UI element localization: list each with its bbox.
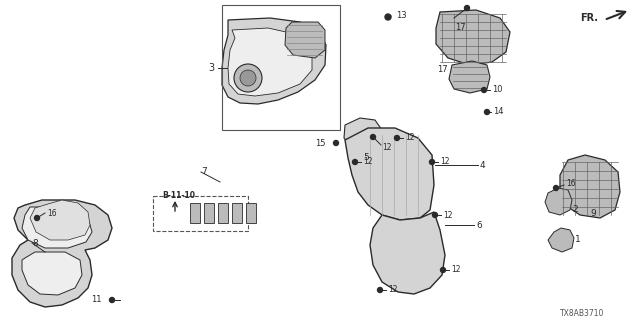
Bar bbox=[222, 5, 340, 130]
Text: 12: 12 bbox=[443, 211, 452, 220]
Text: 12: 12 bbox=[451, 266, 461, 275]
Text: 13: 13 bbox=[396, 12, 406, 20]
Polygon shape bbox=[22, 207, 92, 248]
Circle shape bbox=[378, 287, 383, 292]
Text: 12: 12 bbox=[405, 133, 415, 142]
Polygon shape bbox=[22, 252, 82, 295]
Text: 16: 16 bbox=[47, 209, 56, 218]
Text: 1: 1 bbox=[575, 236, 580, 244]
Text: 4: 4 bbox=[480, 161, 486, 170]
Polygon shape bbox=[449, 61, 490, 93]
Circle shape bbox=[554, 186, 559, 190]
Text: FR.: FR. bbox=[580, 13, 598, 23]
Circle shape bbox=[481, 87, 486, 92]
Circle shape bbox=[465, 5, 470, 11]
Text: 10: 10 bbox=[492, 85, 502, 94]
Polygon shape bbox=[12, 200, 112, 307]
Bar bbox=[232, 203, 242, 223]
Polygon shape bbox=[222, 18, 326, 104]
Polygon shape bbox=[436, 10, 510, 65]
Circle shape bbox=[353, 159, 358, 164]
Text: 12: 12 bbox=[440, 157, 449, 166]
Text: 5: 5 bbox=[363, 154, 369, 163]
Circle shape bbox=[234, 64, 262, 92]
Text: 17: 17 bbox=[455, 23, 466, 33]
Polygon shape bbox=[560, 155, 620, 218]
Circle shape bbox=[385, 14, 391, 20]
Text: 3: 3 bbox=[208, 63, 214, 73]
Text: 14: 14 bbox=[493, 108, 504, 116]
Text: 8: 8 bbox=[32, 238, 38, 247]
Text: 15: 15 bbox=[316, 139, 326, 148]
Polygon shape bbox=[344, 118, 382, 152]
Circle shape bbox=[433, 212, 438, 218]
Text: 12: 12 bbox=[388, 285, 397, 294]
Bar bbox=[190, 203, 200, 223]
Circle shape bbox=[371, 134, 376, 140]
Polygon shape bbox=[285, 22, 325, 58]
Polygon shape bbox=[370, 212, 445, 294]
Text: 11: 11 bbox=[92, 295, 102, 305]
Circle shape bbox=[484, 109, 490, 115]
Text: 12: 12 bbox=[363, 157, 372, 166]
Circle shape bbox=[240, 70, 256, 86]
Polygon shape bbox=[30, 200, 90, 240]
Bar bbox=[153, 196, 248, 231]
Text: 7: 7 bbox=[201, 167, 207, 177]
Bar bbox=[246, 203, 256, 223]
Polygon shape bbox=[545, 188, 572, 215]
Circle shape bbox=[394, 135, 399, 140]
Text: 16: 16 bbox=[566, 179, 575, 188]
Text: TX8AB3710: TX8AB3710 bbox=[560, 309, 604, 318]
Circle shape bbox=[35, 215, 40, 220]
Text: 17: 17 bbox=[437, 66, 447, 75]
Text: 9: 9 bbox=[590, 209, 596, 218]
Polygon shape bbox=[548, 228, 574, 252]
Text: B-11-10: B-11-10 bbox=[162, 190, 195, 199]
Circle shape bbox=[440, 268, 445, 273]
Bar bbox=[218, 203, 228, 223]
Text: 12: 12 bbox=[382, 142, 392, 151]
Circle shape bbox=[109, 298, 115, 302]
Circle shape bbox=[333, 140, 339, 146]
Text: 2: 2 bbox=[572, 205, 578, 214]
Text: 6: 6 bbox=[476, 220, 482, 229]
Bar bbox=[204, 203, 214, 223]
Polygon shape bbox=[228, 28, 312, 96]
Polygon shape bbox=[345, 128, 434, 220]
Circle shape bbox=[429, 159, 435, 164]
